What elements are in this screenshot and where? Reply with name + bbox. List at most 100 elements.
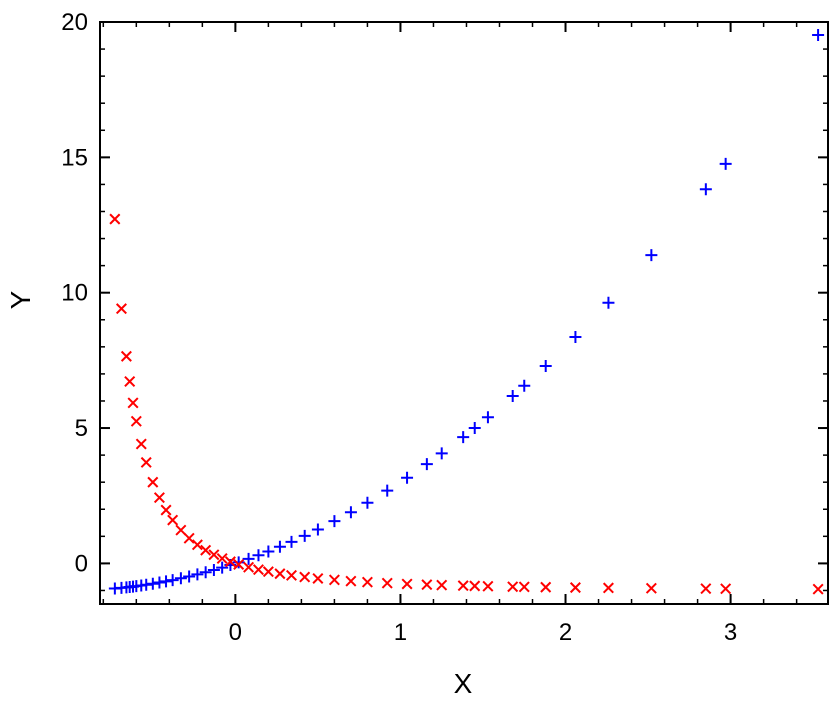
data-point-plus [401,471,414,484]
data-point-plus [207,563,220,576]
data-point-cross [183,532,195,544]
data-point-cross [243,561,255,573]
data-point-cross [115,303,127,315]
data-point-cross [252,564,264,576]
series-0 [108,28,825,595]
data-point-plus [381,484,394,497]
data-point-cross [401,578,413,590]
data-point-cross [224,556,236,568]
data-point-plus [481,411,494,424]
data-point-cross [469,580,481,592]
data-point-cross [436,579,448,591]
data-point-cross [645,582,657,594]
data-point-cross [109,213,121,225]
data-point-cross [124,375,136,387]
x-axis-label: X [454,668,473,699]
data-point-plus [311,523,324,536]
data-point-plus [435,447,448,460]
y-tick-label: 15 [61,144,88,171]
data-point-cross [507,581,519,593]
plot-frame [99,21,829,605]
axis-ticks: 0 1 2 3 0 5 10 15 20 [61,9,828,646]
data-point-plus [242,552,255,565]
data-point-cross [262,566,274,578]
data-point-plus [160,575,173,588]
data-point-plus [298,529,311,542]
y-axis-label: Y [5,290,36,309]
data-point-plus [183,570,196,583]
data-point-plus [812,28,825,41]
data-point-cross [540,581,552,593]
data-point-cross [700,583,712,595]
data-point-cross [457,580,469,592]
data-point-plus [285,535,298,548]
data-point-plus [199,566,212,579]
data-point-plus [262,545,275,558]
data-point-plus [328,515,341,528]
data-point-cross [812,583,824,595]
data-point-cross [421,579,433,591]
data-marks [108,28,825,595]
data-point-cross [285,569,297,581]
data-point-plus [140,578,153,591]
y-tick-label: 5 [75,415,88,442]
data-point-plus [645,249,658,262]
y-tick-label: 10 [61,280,88,307]
data-point-cross [167,514,179,526]
data-point-cross [147,476,159,488]
data-point-cross [720,583,732,595]
data-point-plus [602,296,615,309]
data-point-cross [569,582,581,594]
data-point-cross [216,552,228,565]
data-point-cross [345,575,357,587]
data-point-plus [191,568,204,581]
y-tick-label: 20 [61,9,88,36]
data-point-cross [274,568,286,580]
data-point-cross [200,544,212,556]
data-point-cross [160,504,172,516]
series-1 [109,213,824,595]
data-point-plus [344,506,357,519]
data-point-cross [328,574,340,586]
data-point-plus [699,183,712,196]
x-tick-label: 2 [559,619,572,646]
data-point-cross [153,492,165,504]
data-point-cross [381,577,393,589]
data-point-plus [719,157,732,170]
data-point-cross [233,558,245,570]
data-point-plus [361,496,374,509]
data-point-plus [457,431,470,444]
data-point-plus [569,330,582,343]
data-point-cross [482,580,494,592]
data-point-cross [518,581,530,593]
data-point-cross [135,438,147,450]
x-tick-label: 1 [394,619,407,646]
data-point-cross [120,350,132,362]
data-point-plus [518,379,531,392]
data-point-plus [166,574,179,587]
data-point-cross [361,576,373,588]
data-point-plus [174,572,187,585]
data-point-cross [602,582,614,594]
x-tick-label: 0 [229,619,242,646]
data-point-plus [232,556,245,569]
data-point-plus [506,390,519,403]
data-point-plus [153,576,166,589]
data-point-cross [299,571,311,583]
data-point-cross [127,397,139,409]
data-point-cross [140,456,152,468]
data-point-cross [130,415,142,427]
data-point-cross [312,572,324,584]
data-point-plus [273,540,286,553]
data-point-cross [191,539,203,551]
x-tick-label: 3 [724,619,737,646]
data-point-cross [208,549,220,561]
data-point-plus [146,577,159,590]
data-point-plus [468,421,481,434]
data-point-cross [175,524,187,536]
y-tick-label: 0 [75,550,88,577]
data-point-plus [539,359,552,372]
data-point-plus [420,458,433,471]
data-point-plus [216,561,229,574]
